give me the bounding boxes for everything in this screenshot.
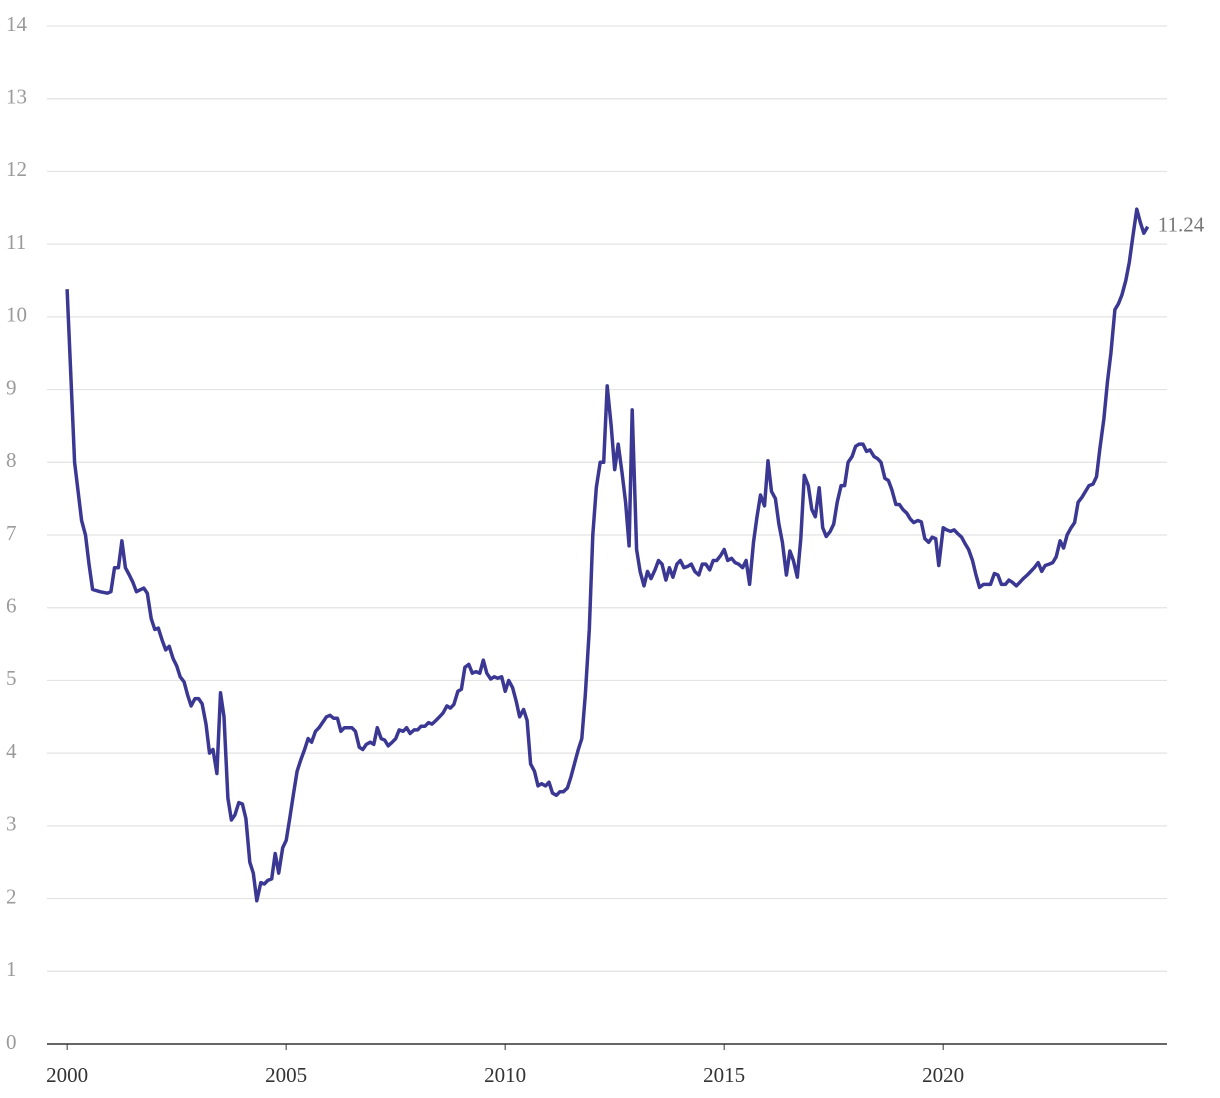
y-tick-label: 12 [6,157,27,181]
line [65,207,1150,903]
y-tick-label: 2 [6,884,17,908]
y-tick-label: 13 [6,85,27,109]
end-label: 11.24 [1158,213,1205,237]
y-tick-label: 14 [6,12,28,36]
y-tick-label: 1 [6,957,17,981]
x-tick-label: 2020 [922,1063,964,1087]
y-tick-label: 10 [6,303,27,327]
x-tick-label: 2010 [484,1063,526,1087]
y-tick-label: 4 [6,739,17,763]
y-tick-label: 5 [6,666,17,690]
y-tick-label: 0 [6,1030,17,1054]
y-tick-label: 8 [6,448,17,472]
x-tick-label: 2000 [46,1063,88,1087]
y-tick-label: 3 [6,812,17,836]
y-tick-label: 6 [6,594,17,618]
x-tick-label: 2005 [265,1063,307,1087]
y-tick-label: 11 [6,230,26,254]
x-tick-label: 2015 [703,1063,745,1087]
y-tick-label: 9 [6,375,17,399]
y-tick-label: 7 [6,521,17,545]
